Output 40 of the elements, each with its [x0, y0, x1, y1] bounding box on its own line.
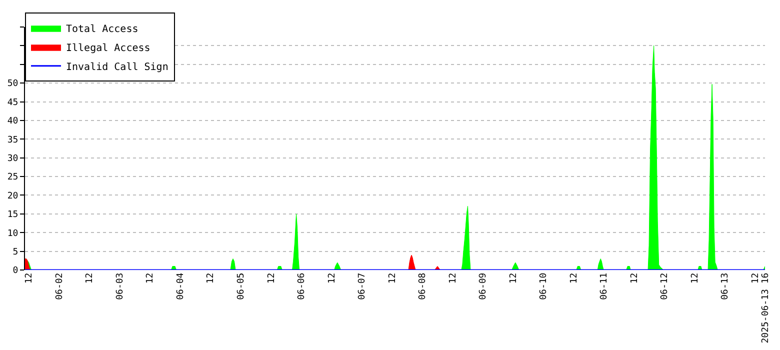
x-tick-label: 12	[448, 272, 458, 284]
x-tick-label: 12	[750, 272, 761, 284]
y-tick-label: 50	[7, 79, 18, 90]
x-tick-label: 12	[24, 272, 35, 284]
x-tick-label: 06-05	[236, 272, 246, 300]
legend-label: Invalid Call Sign	[66, 62, 168, 73]
x-tick-label: 12	[85, 272, 96, 284]
y-tick-label: 40	[7, 116, 18, 127]
legend-label: Illegal Access	[66, 42, 150, 54]
x-tick-label: 06-08	[418, 272, 428, 300]
x-tick-label: 06-03	[115, 272, 126, 300]
y-tick-label: 15	[7, 210, 18, 220]
legend-label: Total Access	[66, 24, 138, 35]
x-tick-label: 12	[630, 272, 640, 284]
x-tick-label: 06-12	[660, 272, 670, 300]
y-tick-label: 20	[7, 191, 18, 202]
x-tick-label: 12	[569, 272, 580, 284]
x-tick-label: 06-09	[478, 272, 489, 300]
y-tick-label: 5	[12, 247, 18, 258]
y-tick-label: 25	[7, 172, 18, 183]
x-tick-label: 12	[146, 272, 156, 284]
x-tick-label: 06-13	[720, 272, 731, 300]
x-tick-label: 2025-06-13 16	[760, 272, 771, 344]
x-tick-label: 12	[388, 272, 398, 284]
x-tick-label: 12	[508, 272, 519, 284]
x-tick-label: 12	[206, 272, 216, 284]
y-tick-label: 30	[7, 154, 18, 164]
x-tick-label: 12	[266, 272, 277, 284]
x-tick-label: 06-10	[539, 272, 550, 300]
y-tick-label: 0	[12, 266, 18, 276]
x-tick-label: 06-02	[54, 272, 65, 300]
x-tick-label: 12	[690, 272, 700, 284]
x-tick-label: 06-06	[297, 272, 308, 300]
y-tick-label: 10	[7, 228, 18, 239]
y-tick-label: 35	[7, 135, 18, 146]
x-tick-label: 06-07	[358, 272, 368, 300]
y-tick-label: 45	[7, 98, 18, 108]
x-tick-label: 12	[327, 272, 338, 284]
x-tick-label: 06-11	[600, 272, 610, 300]
x-tick-label: 06-04	[176, 272, 186, 300]
